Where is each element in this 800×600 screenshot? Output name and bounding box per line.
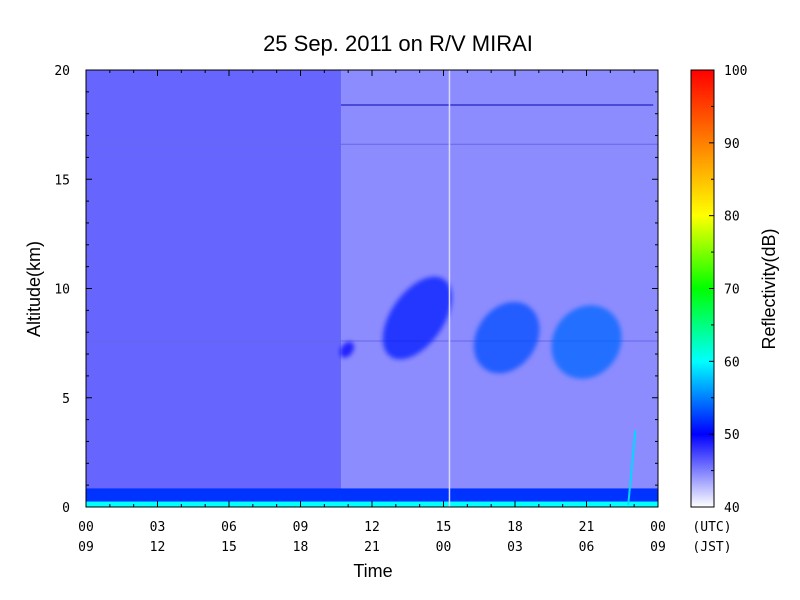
colorbar-label: Reflectivity(dB) — [759, 228, 779, 349]
colorbar-tick-label: 60 — [724, 355, 740, 370]
cloud-echoes — [339, 276, 622, 379]
y-tick-label: 5 — [62, 392, 70, 407]
x-tick-label-jst: 06 — [579, 540, 595, 555]
colorbar-tick-label: 40 — [724, 501, 740, 516]
colorbar-tick-label: 80 — [724, 210, 740, 225]
x-tick-label-utc: 00 — [650, 520, 666, 535]
y-tick-label: 10 — [54, 283, 70, 298]
x-tick-label-jst: 15 — [221, 540, 237, 555]
y-axis: 0 5 10 15 20 — [54, 64, 658, 516]
cloud-echo — [339, 341, 354, 358]
cloud-echo — [551, 305, 622, 379]
x-tick-label-jst: 12 — [150, 540, 166, 555]
y-tick-label: 0 — [62, 501, 70, 516]
colorbar-tick-label: 100 — [724, 64, 747, 79]
cloud-echo — [473, 301, 540, 374]
x-tick-unit-utc: (UTC) — [692, 520, 731, 535]
x-tick-unit-jst: (JST) — [692, 540, 731, 555]
colorbar-tick-label: 70 — [724, 283, 740, 298]
x-tick-label-utc: 00 — [78, 520, 94, 535]
x-tick-label-jst: 18 — [293, 540, 309, 555]
x-tick-label-jst: 21 — [364, 540, 380, 555]
cloud-echo — [382, 276, 452, 360]
x-tick-label-utc: 12 — [364, 520, 380, 535]
y-axis-label: Altitude(km) — [24, 241, 44, 337]
colorbar-tick-label: 90 — [724, 137, 740, 152]
colorbar-ticks: 40 50 60 70 80 90 100 — [709, 64, 747, 516]
x-tick-label-jst: 03 — [507, 540, 523, 555]
x-tick-label-utc: 09 — [293, 520, 309, 535]
background-echo-right — [341, 70, 658, 507]
rain-spike — [627, 430, 637, 505]
x-tick-label-utc: 21 — [579, 520, 595, 535]
x-tick-label-utc: 18 — [507, 520, 523, 535]
heatmap-area — [86, 70, 658, 507]
x-tick-label-jst: 09 — [650, 540, 666, 555]
x-tick-label-utc: 06 — [221, 520, 237, 535]
y-tick-label: 20 — [54, 64, 70, 79]
x-axis-label: Time — [353, 561, 392, 581]
x-tick-label-jst: 09 — [78, 540, 94, 555]
x-tick-label-jst: 00 — [436, 540, 452, 555]
colorbar-tick-label: 50 — [724, 428, 740, 443]
y-tick-label: 15 — [54, 173, 70, 188]
x-tick-label-utc: 15 — [436, 520, 452, 535]
chart-title: 25 Sep. 2011 on R/V MIRAI — [263, 31, 533, 56]
x-tick-label-utc: 03 — [150, 520, 166, 535]
background-echo-left — [86, 70, 342, 507]
x-axis: 00 09 03 12 06 15 09 18 12 21 15 00 18 03 21 06 00 09 — [78, 70, 666, 555]
